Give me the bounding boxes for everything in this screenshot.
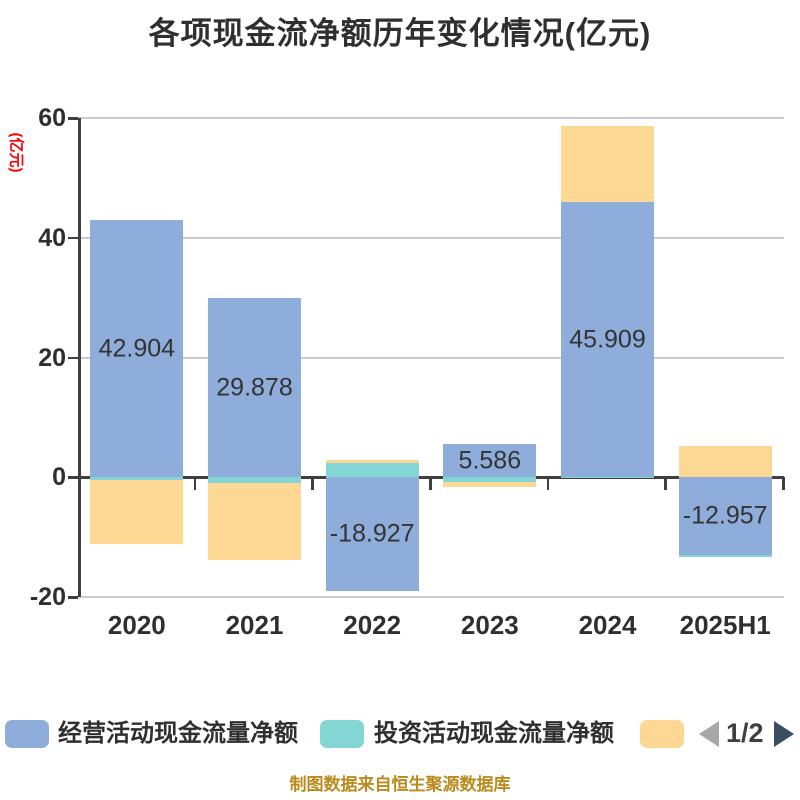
x-boundary-tick [311,477,314,491]
legend-page-indicator: 1/2 [726,718,764,748]
bar-segment-series1-2021[interactable] [208,477,301,484]
bar-segment-series1-2025H1[interactable] [678,554,772,557]
x-tick-label-2020: 2020 [107,610,166,640]
x-boundary-tick [664,477,667,491]
y-tick-mark [68,356,78,359]
x-tick-label-2023: 2023 [460,610,519,640]
bar-segment-series1-2024[interactable] [561,477,654,479]
y-gridline [78,356,784,359]
bar-segment-series0-2022[interactable] [325,477,419,591]
y-axis-name: (亿元) [7,132,25,173]
y-tick-mark [68,596,78,599]
bar-segment-series1-2020[interactable] [90,477,184,481]
x-tick-label-2021: 2021 [225,610,284,640]
y-axis-line [78,118,81,597]
bar-segment-series2-2025H1[interactable] [678,446,772,478]
bar-value-label: 42.904 [98,334,176,363]
x-tick-label-2024: 2024 [578,610,637,640]
bar-segment-series2-2024[interactable] [561,126,654,203]
y-tick-label: 40 [38,223,66,252]
legend-label-investing[interactable]: 投资活动现金流量净额 [374,720,614,747]
x-tick-label-2025H1: 2025H1 [679,610,771,640]
legend-swatch-operating[interactable] [5,720,49,748]
data-source-footer: 制图数据来自恒生聚源数据库 [289,775,511,794]
bar-value-label: 29.878 [216,373,293,402]
y-gridline [78,596,784,598]
bar-segment-series0-2020[interactable] [90,220,184,478]
x-boundary-tick [429,477,432,491]
bar-segment-series2-2020[interactable] [90,480,184,545]
y-tick-mark [68,476,78,479]
bar-segment-series2-2022[interactable] [325,460,419,464]
bar-value-label: -12.957 [682,501,768,530]
bar-value-label: 45.909 [569,325,646,354]
y-tick-label: 60 [38,104,66,132]
y-tick-mark [68,236,78,240]
bar-segment-series1-2023[interactable] [443,477,537,483]
bar-segment-series1-2022[interactable] [325,463,419,478]
bar-segment-series0-2025H1[interactable] [678,477,772,555]
x-boundary-tick [546,477,550,491]
x-tick-label-2022: 2022 [343,610,402,640]
bar-value-label: 5.586 [458,446,522,475]
y-tick-mark [68,117,78,120]
bar-segment-series0-2023[interactable] [443,443,537,478]
legend-label-operating[interactable]: 经营活动现金流量净额 [58,720,298,747]
y-gridline [78,236,784,239]
bar-segment-series2-2023[interactable] [443,482,537,488]
legend-next-page-icon[interactable] [774,721,794,747]
y-tick-label: -20 [29,583,66,611]
legend-prev-page-icon[interactable] [699,721,719,747]
bar-segment-series0-2021[interactable] [208,298,301,478]
legend-swatch-third-series[interactable] [640,720,684,748]
bar-segment-series0-2024[interactable] [561,202,654,478]
y-tick-label: 0 [52,463,66,492]
legend-swatch-investing[interactable] [320,720,364,748]
bar-value-label: -18.927 [329,519,415,548]
x-boundary-tick [782,477,785,491]
y-gridline [78,117,784,119]
x-boundary-tick [193,477,197,491]
bar-segment-series2-2021[interactable] [208,483,301,561]
y-tick-label: 20 [38,343,66,372]
chart-title: 各项现金流净额历年变化情况(亿元) [148,16,652,51]
